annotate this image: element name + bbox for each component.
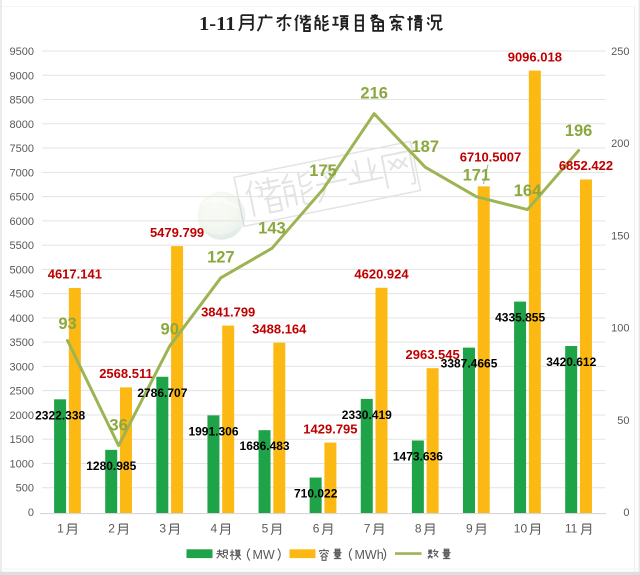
svg-text:3: 3 — [159, 522, 166, 536]
svg-text:8: 8 — [415, 522, 422, 536]
svg-text:4: 4 — [210, 522, 217, 536]
svg-text:50: 50 — [617, 415, 629, 427]
svg-text:4617.141: 4617.141 — [48, 267, 102, 282]
svg-text:11: 11 — [565, 522, 578, 536]
svg-text:1-11: 1-11 — [199, 13, 235, 35]
svg-text:1: 1 — [57, 522, 64, 536]
svg-text:2963.545: 2963.545 — [406, 347, 460, 362]
svg-text:3488.164: 3488.164 — [252, 321, 307, 336]
svg-text:164: 164 — [514, 182, 542, 200]
svg-text:2000: 2000 — [10, 410, 34, 422]
svg-text:1280.985: 1280.985 — [86, 459, 136, 473]
svg-text:1991.306: 1991.306 — [188, 424, 238, 438]
svg-text:187: 187 — [412, 138, 440, 156]
svg-text:3387.4665: 3387.4665 — [441, 357, 498, 371]
svg-text:6852.422: 6852.422 — [559, 158, 613, 173]
svg-text:4620.924: 4620.924 — [354, 266, 409, 281]
svg-text:500: 500 — [16, 483, 34, 495]
svg-text:2: 2 — [108, 522, 115, 536]
svg-text:143: 143 — [258, 220, 286, 238]
svg-text:2500: 2500 — [10, 386, 34, 398]
svg-text:10: 10 — [514, 522, 528, 536]
svg-text:196: 196 — [565, 122, 593, 140]
svg-text:4000: 4000 — [10, 313, 34, 325]
svg-text:1000: 1000 — [10, 458, 34, 470]
svg-text:5500: 5500 — [10, 240, 34, 252]
svg-text:250: 250 — [611, 46, 629, 58]
svg-text:9000: 9000 — [10, 70, 34, 82]
svg-text:6000: 6000 — [10, 216, 34, 228]
svg-text:3500: 3500 — [10, 337, 34, 349]
svg-text:3000: 3000 — [10, 361, 34, 373]
svg-text:127: 127 — [207, 249, 235, 267]
svg-text:2330.419: 2330.419 — [342, 408, 392, 422]
svg-text:93: 93 — [58, 315, 76, 333]
svg-text:9096.018: 9096.018 — [508, 49, 562, 64]
svg-text:36: 36 — [109, 417, 127, 435]
svg-text:5479.799: 5479.799 — [150, 225, 204, 240]
svg-text:4500: 4500 — [10, 289, 34, 301]
svg-text:1686.483: 1686.483 — [240, 439, 290, 453]
svg-text:6500: 6500 — [10, 192, 34, 204]
svg-text:216: 216 — [360, 85, 388, 103]
svg-text:0: 0 — [28, 507, 34, 519]
svg-text:171: 171 — [463, 167, 491, 185]
svg-text:7500: 7500 — [10, 143, 34, 155]
svg-text:6710.5007: 6710.5007 — [460, 150, 521, 165]
svg-text:0: 0 — [623, 507, 629, 519]
svg-text:150: 150 — [611, 230, 629, 242]
svg-text:4335.855: 4335.855 — [495, 311, 545, 325]
svg-text:2786.707: 2786.707 — [137, 386, 187, 400]
svg-text:1429.795: 1429.795 — [303, 421, 357, 436]
svg-text:200: 200 — [611, 138, 629, 150]
svg-text:5: 5 — [262, 522, 269, 536]
svg-text:6: 6 — [313, 522, 320, 536]
svg-text:7000: 7000 — [10, 167, 34, 179]
svg-text:MW: MW — [253, 548, 275, 562]
svg-text:100: 100 — [611, 323, 629, 335]
svg-text:9: 9 — [466, 522, 473, 536]
svg-text:2568.511: 2568.511 — [99, 366, 153, 381]
svg-text:5000: 5000 — [10, 264, 34, 276]
svg-text:3841.799: 3841.799 — [201, 304, 255, 319]
svg-text:8000: 8000 — [10, 119, 34, 131]
svg-text:2322.338: 2322.338 — [35, 408, 85, 422]
svg-text:MWh: MWh — [355, 548, 384, 562]
svg-text:9500: 9500 — [10, 46, 34, 58]
svg-text:3420.612: 3420.612 — [546, 355, 596, 369]
svg-text:90: 90 — [161, 321, 179, 339]
svg-text:175: 175 — [309, 162, 337, 180]
svg-text:7: 7 — [364, 522, 371, 536]
svg-text:8500: 8500 — [10, 95, 34, 107]
svg-text:1500: 1500 — [10, 434, 34, 446]
svg-text:1473.636: 1473.636 — [393, 449, 443, 463]
svg-text:710.022: 710.022 — [294, 487, 338, 501]
